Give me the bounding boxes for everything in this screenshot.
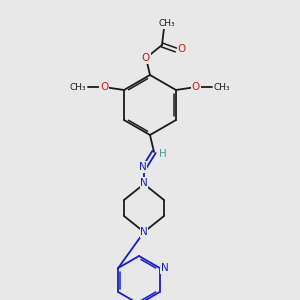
Text: N: N (140, 227, 148, 237)
Text: H: H (159, 149, 167, 159)
Text: O: O (142, 53, 150, 63)
Text: N: N (139, 162, 147, 172)
Text: CH₃: CH₃ (214, 82, 230, 91)
Text: N: N (161, 263, 169, 273)
Text: CH₃: CH₃ (159, 20, 175, 28)
Text: O: O (100, 82, 108, 92)
Text: CH₃: CH₃ (70, 82, 86, 91)
Text: N: N (140, 178, 148, 188)
Text: O: O (178, 44, 186, 54)
Text: O: O (192, 82, 200, 92)
